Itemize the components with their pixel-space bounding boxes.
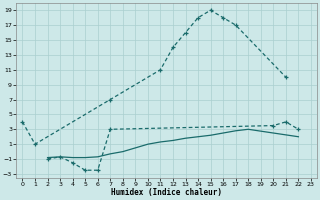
X-axis label: Humidex (Indice chaleur): Humidex (Indice chaleur) [111, 188, 222, 197]
